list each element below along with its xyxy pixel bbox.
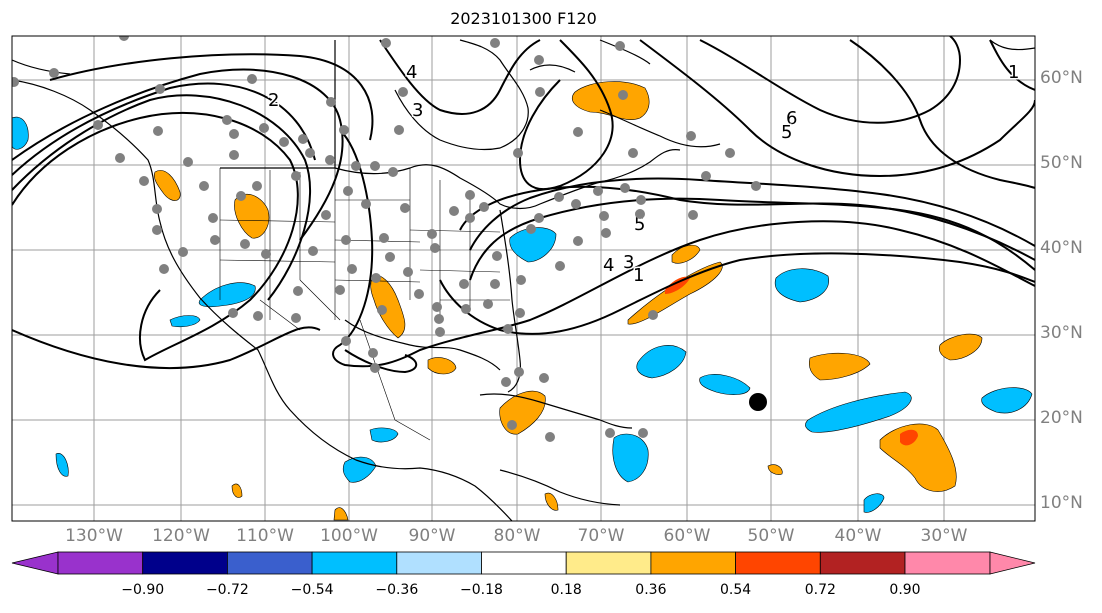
lon-label-130w: 130°W [65, 526, 123, 546]
colorbar-segment [57, 551, 144, 575]
colorbar-tick-label: 0.90 [889, 582, 921, 598]
lon-label-50w: 50°W [747, 526, 795, 546]
lon-label-80w: 80°W [493, 526, 541, 546]
colorbar-segment [226, 551, 313, 575]
contour-label: 1 [633, 265, 644, 286]
contour-label: 3 [623, 252, 634, 273]
state-borders [219, 168, 510, 441]
lon-label-70w: 70°W [577, 526, 625, 546]
contour-labels: 1 2 3 4 5 6 1 3 5 4 [267, 61, 1021, 288]
lat-label-10n: 10°N [1040, 493, 1083, 513]
colorbar-segment [819, 551, 906, 575]
contour-label: 1 [1008, 62, 1019, 83]
colorbar-segment [396, 551, 482, 575]
positive-anomalies [153, 81, 983, 521]
colorbar-extend-high [989, 551, 1036, 575]
lat-label-60n: 60°N [1040, 68, 1083, 88]
contour-label: 5 [781, 122, 792, 143]
lon-label-30w: 30°W [920, 526, 968, 546]
lat-label-40n: 40°N [1040, 238, 1083, 258]
colorbar-tick-label: 0.72 [804, 582, 836, 598]
contour-label: 5 [634, 214, 645, 235]
station-markers [12, 36, 761, 442]
map-frame [11, 35, 1036, 522]
coastlines [12, 39, 1035, 521]
colorbar-extend-low [11, 551, 59, 575]
colorbar-tick-label: −0.36 [375, 582, 419, 598]
colorbar-segment [650, 551, 737, 575]
lon-label-60w: 60°W [663, 526, 711, 546]
contour-label: 6 [786, 108, 797, 129]
contour-label: 2 [268, 90, 279, 111]
colorbar-tick-label: 0.54 [720, 582, 752, 598]
colorbar-tick-label: −0.54 [290, 582, 334, 598]
colorbar-segment [142, 551, 228, 575]
colorbar-tick-label: −0.18 [460, 582, 503, 598]
lat-label-50n: 50°N [1040, 153, 1083, 173]
colorbar-tick-label: 0.36 [635, 582, 667, 598]
colorbar-tick-label: −0.90 [121, 582, 165, 598]
contour-label: 3 [412, 100, 423, 121]
contour-label: 4 [603, 255, 614, 276]
contour-label: 4 [406, 62, 417, 83]
colorbar-segment [735, 551, 821, 575]
lon-label-100w: 100°W [320, 526, 378, 546]
colorbar-segment [904, 551, 991, 575]
negative-anomalies [12, 116, 1033, 513]
lat-label-30n: 30°N [1040, 323, 1083, 343]
strong-positive-anomalies [665, 276, 918, 446]
colorbar-tick-label: −0.72 [205, 582, 249, 598]
colorbar-segment [565, 551, 652, 575]
lon-label-40w: 40°W [834, 526, 882, 546]
lon-label-90w: 90°W [408, 526, 456, 546]
colorbar [11, 551, 1036, 575]
lon-label-110w: 110°W [236, 526, 294, 546]
colorbar-segment [311, 551, 398, 575]
map-title: 2023101300 F120 [450, 9, 597, 28]
colorbar-segment [481, 551, 567, 575]
storm-center-marker [749, 393, 767, 411]
lat-label-20n: 20°N [1040, 408, 1083, 428]
lon-label-120w: 120°W [152, 526, 210, 546]
colorbar-tick-label: 0.18 [550, 582, 582, 598]
height-contours [12, 36, 1035, 374]
